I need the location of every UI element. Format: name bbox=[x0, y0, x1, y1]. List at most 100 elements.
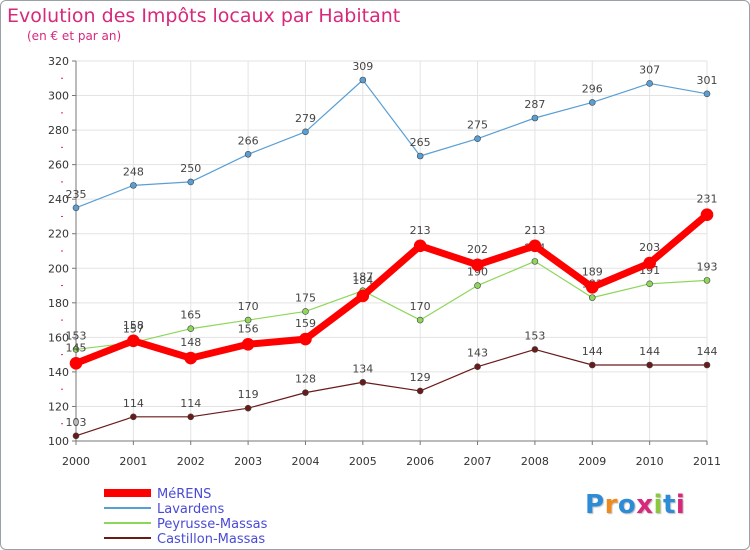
y-tick-label: 180 bbox=[48, 297, 69, 310]
y-tick-label: 160 bbox=[48, 331, 69, 344]
data-label-castillon-massas: 114 bbox=[123, 397, 144, 410]
data-point-merens bbox=[299, 332, 312, 346]
data-label-merens: 159 bbox=[295, 317, 316, 330]
logo-letter: P bbox=[585, 490, 605, 520]
x-tick-label: 2004 bbox=[291, 455, 319, 468]
data-point-lavardens bbox=[359, 76, 367, 84]
data-label-castillon-massas: 134 bbox=[352, 362, 373, 375]
data-point-castillon-massas bbox=[703, 361, 711, 369]
proxiti-logo: Proxiti bbox=[585, 490, 685, 520]
x-tick-label: 2009 bbox=[578, 455, 606, 468]
y-tick-label: 220 bbox=[48, 228, 69, 241]
data-label-merens: 203 bbox=[639, 241, 660, 254]
data-point-merens bbox=[127, 334, 140, 348]
data-point-merens bbox=[700, 208, 714, 222]
y-tick-label: 320 bbox=[48, 55, 69, 68]
x-tick-label: 2008 bbox=[521, 455, 549, 468]
y-tick-label: 140 bbox=[48, 366, 69, 379]
legend-label: Castillon-Massas bbox=[157, 532, 265, 547]
data-label-merens: 202 bbox=[467, 243, 488, 256]
x-tick-label: 2000 bbox=[62, 455, 90, 468]
data-point-peyrusse-massas bbox=[302, 308, 309, 315]
data-label-castillon-massas: 128 bbox=[295, 373, 316, 386]
y-tick-label: 280 bbox=[48, 124, 69, 137]
data-label-castillon-massas: 143 bbox=[467, 347, 488, 360]
x-tick-label: 2011 bbox=[693, 455, 721, 468]
data-point-peyrusse-massas bbox=[703, 277, 711, 284]
legend-label: MéRENS bbox=[157, 487, 211, 502]
data-label-peyrusse-massas: 190 bbox=[467, 266, 488, 279]
data-label-lavardens: 301 bbox=[697, 74, 718, 87]
data-point-peyrusse-massas bbox=[244, 316, 252, 324]
data-point-castillon-massas bbox=[187, 413, 195, 421]
x-tick-label: 2001 bbox=[119, 455, 147, 468]
data-point-lavardens bbox=[416, 152, 424, 160]
data-label-castillon-massas: 144 bbox=[639, 345, 660, 358]
data-point-lavardens bbox=[244, 150, 252, 158]
data-point-merens bbox=[471, 258, 484, 272]
y-tick-label: 240 bbox=[48, 193, 69, 206]
chart-title: Evolution des Impôts locaux par Habitant bbox=[7, 5, 401, 27]
logo-letter: o bbox=[617, 490, 637, 520]
data-label-merens: 156 bbox=[238, 322, 259, 335]
data-point-castillon-massas bbox=[359, 378, 367, 386]
x-tick-label: 2002 bbox=[177, 455, 205, 468]
data-label-merens: 145 bbox=[66, 341, 87, 354]
data-label-lavardens: 235 bbox=[66, 188, 87, 201]
data-label-lavardens: 296 bbox=[582, 82, 603, 95]
data-point-lavardens bbox=[703, 90, 711, 98]
data-point-castillon-massas bbox=[72, 432, 80, 440]
series-line-peyrusse-massas bbox=[75, 260, 708, 351]
data-point-peyrusse-massas bbox=[416, 316, 424, 324]
data-label-peyrusse-massas: 157 bbox=[123, 323, 144, 336]
data-point-lavardens bbox=[187, 178, 195, 186]
data-label-lavardens: 307 bbox=[639, 63, 660, 76]
data-label-lavardens: 287 bbox=[524, 98, 545, 111]
data-label-merens: 189 bbox=[582, 265, 603, 278]
data-point-merens bbox=[413, 239, 427, 253]
data-label-peyrusse-massas: 153 bbox=[66, 329, 87, 342]
data-point-lavardens bbox=[302, 128, 309, 136]
data-point-peyrusse-massas bbox=[646, 280, 653, 288]
data-point-castillon-massas bbox=[130, 413, 137, 421]
data-point-lavardens bbox=[72, 204, 80, 212]
data-point-merens bbox=[241, 337, 255, 351]
y-tick-label: 300 bbox=[48, 90, 69, 103]
data-label-merens: 184 bbox=[352, 274, 373, 287]
logo-letter: x bbox=[636, 490, 654, 520]
data-point-merens bbox=[69, 356, 83, 370]
data-point-castillon-massas bbox=[646, 361, 653, 369]
logo-letter: i bbox=[675, 490, 686, 520]
data-label-peyrusse-massas: 187 bbox=[352, 271, 373, 284]
data-label-lavardens: 309 bbox=[352, 60, 373, 73]
series-line-lavardens bbox=[75, 79, 708, 209]
data-point-castillon-massas bbox=[588, 361, 596, 369]
data-point-merens bbox=[643, 256, 656, 270]
data-label-peyrusse-massas: 170 bbox=[238, 300, 259, 313]
data-point-castillon-massas bbox=[531, 346, 539, 353]
data-label-lavardens: 250 bbox=[180, 162, 201, 175]
data-label-merens: 231 bbox=[697, 193, 718, 206]
data-point-peyrusse-massas bbox=[72, 346, 80, 353]
logo-letter: t bbox=[662, 490, 676, 520]
legend-label: Lavardens bbox=[157, 502, 224, 517]
data-point-lavardens bbox=[130, 182, 137, 189]
data-label-castillon-massas: 144 bbox=[582, 345, 603, 358]
data-label-lavardens: 279 bbox=[295, 112, 316, 125]
data-point-lavardens bbox=[588, 99, 596, 106]
chart-subtitle: (en € et par an) bbox=[27, 29, 122, 43]
data-label-lavardens: 275 bbox=[467, 119, 488, 132]
data-point-peyrusse-massas bbox=[187, 325, 195, 333]
x-tick-label: 2005 bbox=[349, 455, 377, 468]
data-label-peyrusse-massas: 170 bbox=[410, 300, 431, 313]
data-label-lavardens: 266 bbox=[238, 134, 259, 147]
data-point-peyrusse-massas bbox=[474, 282, 481, 289]
y-tick-label: 260 bbox=[48, 159, 69, 172]
data-label-merens: 148 bbox=[180, 336, 201, 349]
data-label-castillon-massas: 103 bbox=[66, 416, 87, 429]
data-point-merens bbox=[528, 239, 542, 253]
data-point-lavardens bbox=[646, 80, 653, 87]
data-point-castillon-massas bbox=[474, 363, 481, 371]
